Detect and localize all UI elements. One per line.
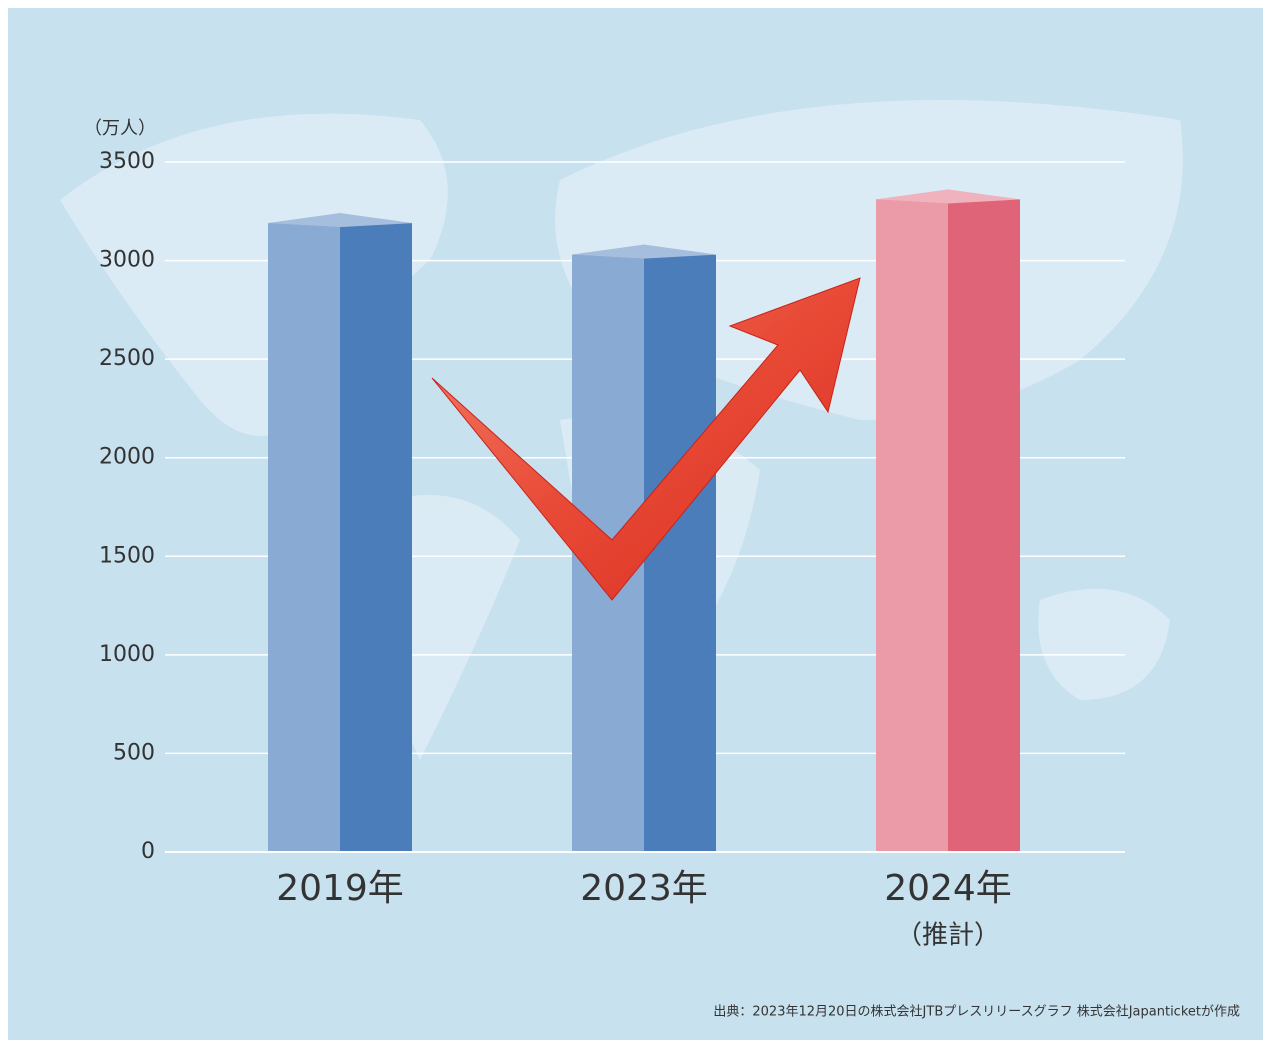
y-tick-label: 1500 bbox=[99, 543, 155, 568]
bar-side bbox=[948, 199, 1020, 852]
x-tick-label: 2024年 bbox=[884, 868, 1012, 909]
trend-arrow bbox=[431, 277, 861, 601]
y-tick-label: 0 bbox=[141, 839, 155, 864]
unit-label: （万人） bbox=[84, 118, 156, 139]
bar-front bbox=[268, 223, 340, 853]
bar-side bbox=[644, 254, 716, 852]
y-tick-label: 2000 bbox=[99, 445, 155, 470]
y-tick-label: 500 bbox=[113, 740, 155, 765]
source-note: 出典：2023年12月20日の株式会社JTBプレスリリースグラフ 株式会社Jap… bbox=[713, 1004, 1240, 1020]
y-tick-label: 1000 bbox=[99, 642, 155, 667]
x-tick-label: 2019年 bbox=[276, 868, 404, 909]
bar-top-light bbox=[268, 213, 412, 228]
y-tick-label: 2500 bbox=[99, 346, 155, 371]
y-tick-label: 3500 bbox=[99, 149, 155, 174]
bar bbox=[268, 213, 412, 853]
bar bbox=[876, 189, 1020, 852]
bar-front bbox=[876, 199, 948, 852]
bar-side bbox=[340, 223, 412, 853]
category-note: （推計） bbox=[896, 921, 1000, 951]
bar-top-light bbox=[876, 189, 1020, 204]
y-tick-label: 3000 bbox=[99, 248, 155, 273]
x-tick-label: 2023年 bbox=[580, 868, 708, 909]
bar-top-light bbox=[572, 244, 716, 259]
bar-front-light bbox=[876, 199, 948, 852]
bar-front-light bbox=[268, 223, 340, 853]
